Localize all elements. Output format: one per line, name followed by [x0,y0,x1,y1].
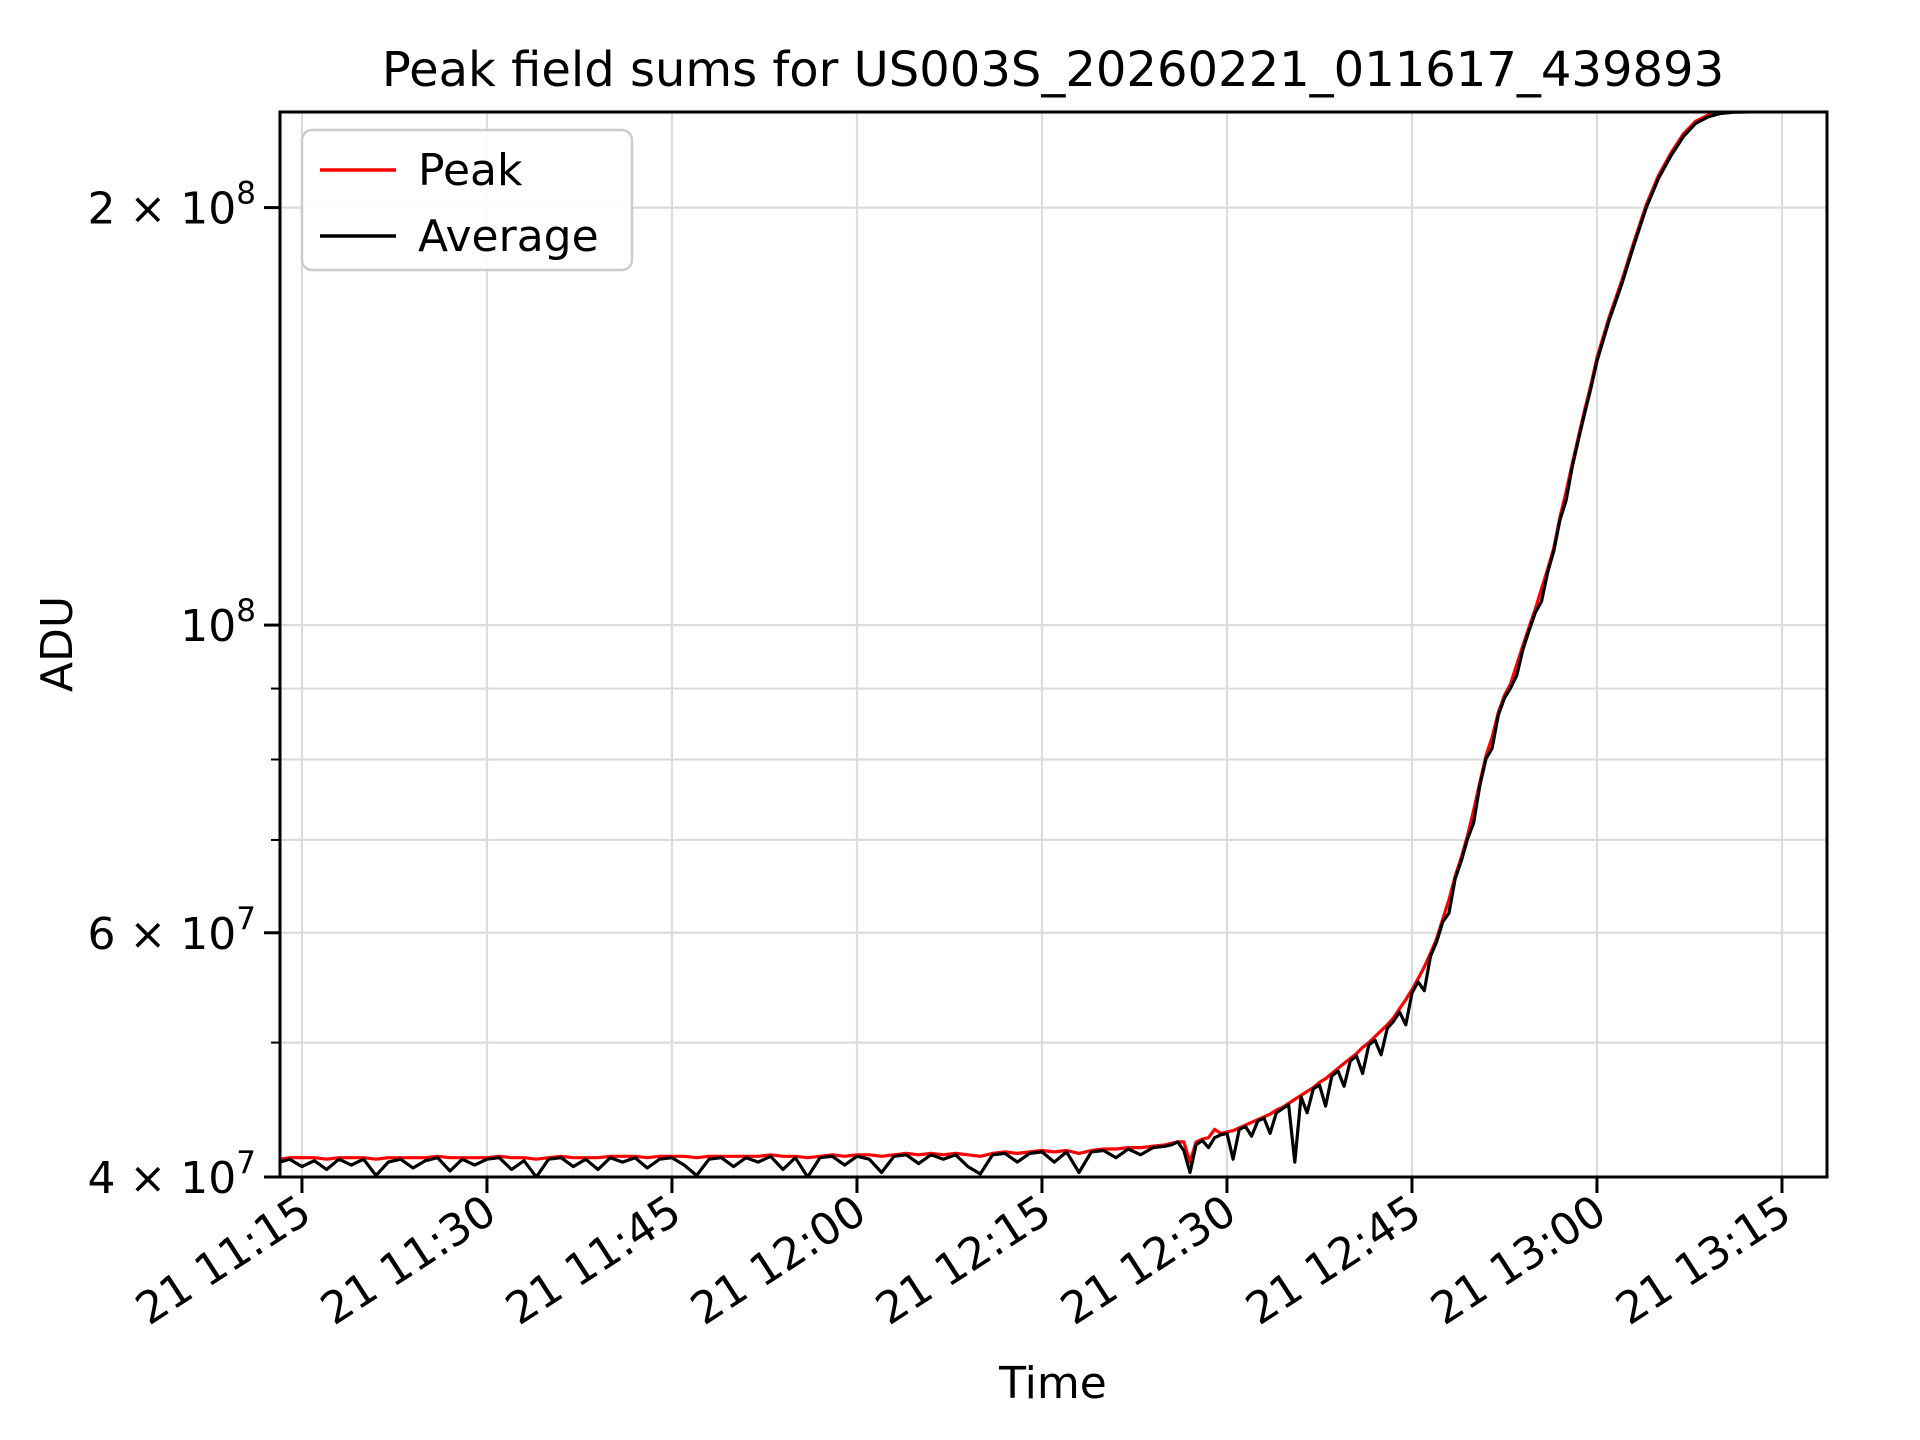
gridlines [280,112,1827,1177]
x-axis-label: Time [998,1358,1107,1409]
data-series [280,112,1827,1177]
y-tick-labels: 4 × 107 6 × 107 108 2 × 108 [87,176,256,1204]
axis-ticks [264,206,1784,1193]
average-line [280,112,1827,1177]
chart-title: Peak field sums for US003S_20260221_0116… [382,42,1724,98]
plot-background [280,112,1827,1177]
legend: Peak Average [300,128,634,272]
y-tick-label: 4 × 107 [87,1145,256,1204]
plot-border [278,110,1829,1179]
legend-label-peak: Peak [418,145,523,196]
y-tick-label: 108 [180,593,256,652]
y-tick-label: 6 × 107 [87,901,256,960]
y-axis-label: ADU [32,596,83,692]
legend-label-average: Average [418,211,599,262]
y-tick-label: 2 × 108 [87,176,256,235]
